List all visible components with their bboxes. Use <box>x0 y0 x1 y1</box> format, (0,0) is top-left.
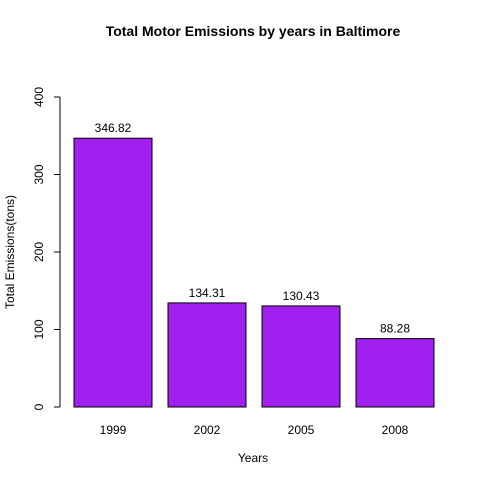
x-axis-label: Years <box>238 451 268 465</box>
data-label-2005: 130.43 <box>283 289 320 303</box>
y-axis: 0 100 200 300 400 <box>32 87 61 410</box>
x-tick-label-2002: 2002 <box>194 423 221 437</box>
y-tick-label: 300 <box>32 164 46 184</box>
bars-group: 346.82 134.31 130.43 88.28 <box>73 121 435 408</box>
data-label-2002: 134.31 <box>189 286 226 300</box>
y-tick-label: 400 <box>32 87 46 107</box>
bar-2008 <box>355 338 435 408</box>
x-tick-label-2008: 2008 <box>382 423 409 437</box>
chart-title: Total Motor Emissions by years in Baltim… <box>106 23 401 39</box>
x-tick-labels: 1999 2002 2005 2008 <box>100 423 409 437</box>
bar-1999 <box>73 137 153 408</box>
y-tick-label: 200 <box>32 242 46 262</box>
data-label-2008: 88.28 <box>380 322 410 336</box>
data-label-1999: 346.82 <box>95 121 132 135</box>
y-axis-label: Total Emissions(tons) <box>3 195 17 309</box>
y-tick-label: 0 <box>32 403 46 410</box>
bar-2005 <box>261 305 341 408</box>
x-tick-label-1999: 1999 <box>100 423 127 437</box>
bar-2002 <box>167 302 247 408</box>
x-tick-label-2005: 2005 <box>288 423 315 437</box>
y-tick-label: 100 <box>32 319 46 339</box>
